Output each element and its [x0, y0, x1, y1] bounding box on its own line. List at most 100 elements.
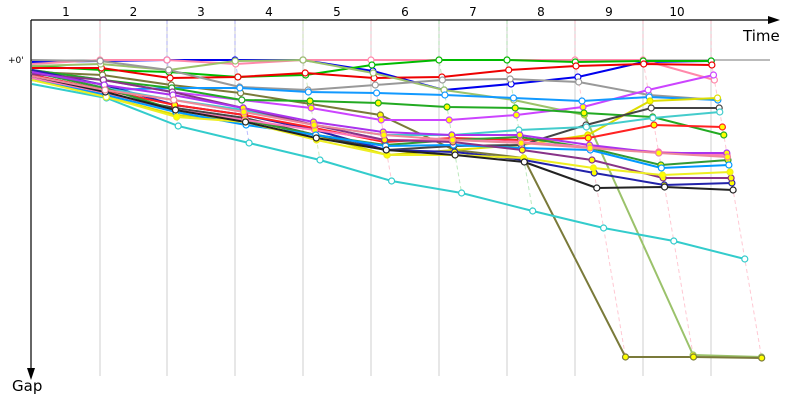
- data-point: [165, 66, 173, 74]
- series-markers: [96, 56, 766, 362]
- data-point: [599, 224, 608, 232]
- data-point: [644, 86, 652, 94]
- data-point: [727, 174, 735, 182]
- data-point: [655, 149, 663, 157]
- data-point: [443, 103, 451, 111]
- data-point: [660, 183, 669, 191]
- data-point: [240, 108, 248, 116]
- lap-label: 5: [333, 5, 341, 19]
- data-point: [593, 184, 601, 192]
- data-point: [174, 122, 182, 130]
- data-point: [231, 57, 239, 65]
- data-point: [713, 94, 722, 102]
- data-point: [670, 237, 678, 245]
- lap-label: 3: [197, 5, 205, 19]
- data-point: [445, 116, 453, 124]
- data-point: [725, 161, 733, 169]
- data-point: [512, 111, 521, 119]
- data-point: [517, 139, 525, 147]
- data-point: [649, 114, 657, 122]
- data-point: [306, 97, 314, 105]
- data-point: [245, 139, 253, 147]
- data-point: [689, 353, 698, 361]
- data-point: [101, 86, 109, 94]
- data-point: [307, 104, 315, 112]
- data-point: [718, 123, 727, 131]
- data-point: [579, 103, 587, 111]
- data-point: [580, 109, 588, 117]
- data-point: [516, 131, 524, 139]
- data-point: [657, 164, 666, 172]
- data-point: [575, 78, 583, 86]
- data-point: [505, 66, 513, 74]
- x-axis-label: Time: [742, 27, 780, 45]
- lap-label: 7: [469, 5, 477, 19]
- data-point: [621, 353, 630, 361]
- data-point: [373, 89, 381, 97]
- data-point: [369, 69, 377, 77]
- data-point: [720, 131, 728, 139]
- y-axis-arrow-icon: [27, 368, 35, 380]
- data-point: [435, 56, 443, 64]
- lap-label: 10: [669, 5, 684, 19]
- data-point: [371, 81, 379, 89]
- y-axis-label: Gap: [12, 377, 42, 395]
- data-point: [380, 131, 388, 139]
- data-point: [377, 116, 385, 124]
- data-point: [388, 177, 396, 185]
- data-point: [438, 76, 446, 84]
- data-point: [709, 71, 718, 79]
- lap-label: 8: [537, 5, 545, 19]
- data-point: [640, 60, 648, 68]
- data-point: [650, 121, 658, 129]
- data-point: [234, 73, 242, 81]
- data-point: [163, 56, 171, 64]
- data-point: [582, 123, 591, 131]
- data-point: [758, 354, 766, 362]
- lap-connector-line: [506, 20, 534, 212]
- data-point: [304, 88, 312, 96]
- lap-label: 4: [265, 5, 273, 19]
- data-point: [572, 62, 580, 70]
- data-point: [458, 189, 466, 197]
- lap-labels: 1 2 3 4 5 6 7 8 9 10: [62, 5, 684, 19]
- data-point: [589, 164, 598, 172]
- data-point: [586, 144, 594, 152]
- data-point: [166, 74, 174, 82]
- data-point: [708, 61, 716, 69]
- lap-label: 9: [605, 5, 613, 19]
- data-point: [374, 99, 382, 107]
- data-point: [509, 94, 518, 102]
- data-point: [451, 151, 459, 159]
- data-point: [511, 104, 519, 112]
- data-point: [171, 106, 180, 114]
- zero-label: +0': [8, 56, 24, 66]
- data-point: [520, 158, 528, 166]
- data-point: [647, 104, 655, 112]
- data-point: [449, 136, 457, 144]
- data-point: [729, 186, 737, 194]
- data-point: [301, 69, 309, 77]
- data-point: [503, 56, 511, 64]
- data-point: [518, 146, 526, 154]
- data-point: [236, 84, 244, 92]
- data-point: [646, 97, 654, 105]
- data-point: [441, 91, 449, 99]
- data-point: [716, 108, 724, 116]
- data-point: [96, 57, 104, 65]
- data-point: [368, 61, 376, 69]
- data-point: [241, 118, 250, 126]
- x-axis-arrow-icon: [768, 16, 780, 24]
- data-point: [506, 75, 514, 83]
- data-point: [578, 97, 586, 105]
- lap-label: 2: [130, 5, 138, 19]
- data-point: [658, 171, 667, 179]
- data-point: [299, 56, 307, 64]
- data-point: [588, 156, 596, 164]
- data-point: [170, 96, 178, 104]
- data-point: [382, 146, 390, 154]
- data-point: [584, 134, 592, 142]
- data-point: [723, 153, 732, 161]
- lap-label: 1: [62, 5, 70, 19]
